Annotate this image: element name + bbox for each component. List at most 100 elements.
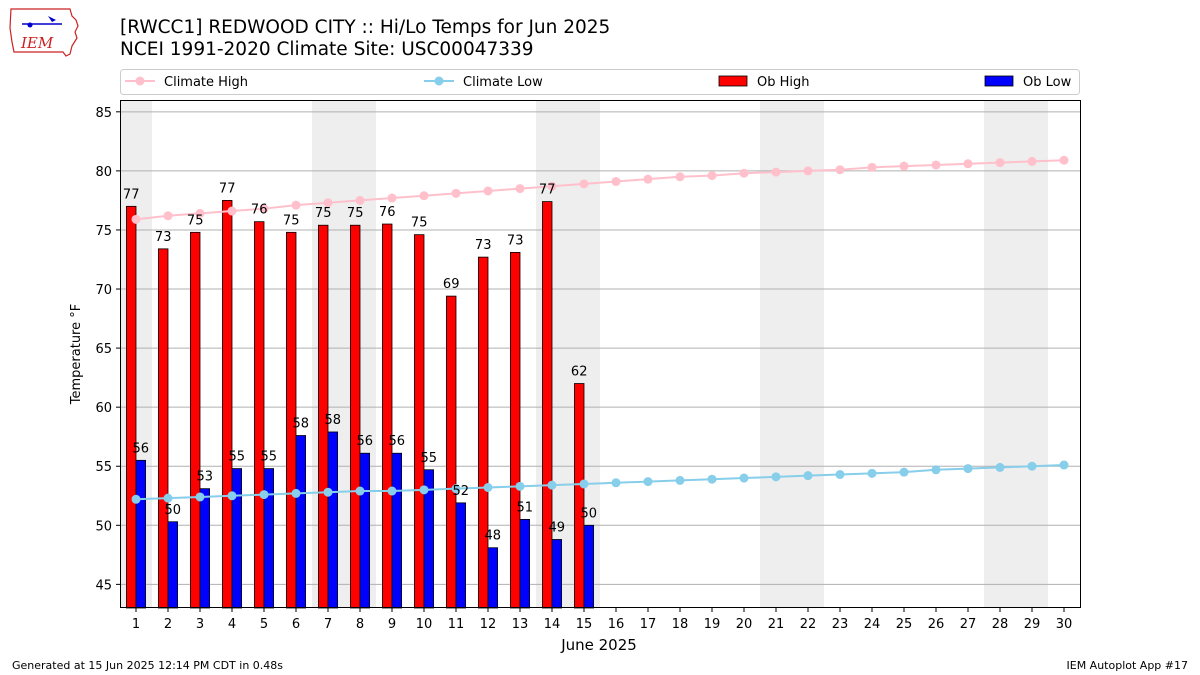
climate-high-point bbox=[515, 184, 525, 194]
climate-low-point bbox=[1027, 461, 1037, 471]
x-tick-label: 1 bbox=[132, 617, 140, 632]
ob-low-bar bbox=[327, 431, 339, 609]
ob-low-bar bbox=[231, 468, 242, 609]
x-tick-label: 24 bbox=[864, 617, 881, 632]
generated-note: Generated at 15 Jun 2025 12:14 PM CDT in… bbox=[12, 659, 284, 672]
legend-climate-low-label: Climate Low bbox=[463, 75, 543, 90]
app-note: IEM Autoplot App #17 bbox=[1066, 659, 1189, 672]
ob-high-label: 73 bbox=[155, 230, 172, 245]
x-tick-label: 27 bbox=[960, 617, 977, 632]
ob-low-bar bbox=[487, 547, 499, 609]
climate-high-point bbox=[131, 214, 141, 224]
ob-high-bar bbox=[542, 201, 553, 609]
climate-low-point bbox=[259, 490, 269, 500]
title-line-2: NCEI 1991-2020 Climate Site: USC00047339 bbox=[120, 39, 534, 60]
bars bbox=[126, 200, 595, 609]
x-tick-label: 5 bbox=[260, 617, 268, 632]
climate-high-point bbox=[355, 195, 365, 205]
legend-box bbox=[120, 69, 1080, 95]
legend-ob-high-swatch bbox=[718, 75, 748, 87]
ob-high-bar bbox=[477, 256, 489, 609]
ob-low-label: 58 bbox=[325, 413, 342, 428]
climate-high-point bbox=[611, 177, 621, 187]
ob-high-label: 73 bbox=[475, 238, 492, 253]
climate-low-point bbox=[355, 486, 365, 496]
ob-low-label: 58 bbox=[293, 417, 310, 432]
climate-high-point bbox=[899, 161, 909, 171]
ob-high-label: 77 bbox=[539, 183, 556, 198]
ob-high-bar bbox=[126, 205, 137, 609]
climate-low-point bbox=[291, 488, 301, 498]
ob-low-bar bbox=[135, 459, 146, 609]
climate-high-point bbox=[707, 171, 717, 181]
y-tick-label: 45 bbox=[95, 578, 112, 593]
climate-low-point bbox=[1059, 460, 1069, 470]
svg-text:IEM: IEM bbox=[20, 34, 54, 52]
climate-high-point bbox=[163, 211, 173, 221]
x-tick-label: 17 bbox=[640, 617, 657, 632]
ob-low-label: 56 bbox=[133, 441, 150, 456]
ob-low-label: 48 bbox=[485, 529, 502, 544]
x-tick-label: 8 bbox=[356, 617, 364, 632]
y-tick-label: 80 bbox=[95, 165, 112, 180]
x-tick-label: 30 bbox=[1056, 617, 1073, 632]
climate-high-point bbox=[419, 191, 429, 201]
climate-high-point bbox=[387, 193, 397, 203]
y-tick-label: 55 bbox=[95, 460, 112, 475]
ob-high-bar bbox=[221, 200, 233, 609]
ob-low-bar bbox=[455, 502, 467, 609]
climate-low-point bbox=[547, 480, 557, 490]
climate-high-point bbox=[451, 188, 461, 198]
climate-high-point bbox=[195, 208, 205, 218]
ob-low-label: 56 bbox=[357, 434, 374, 449]
ob-low-label: 53 bbox=[197, 470, 214, 485]
climate-high-point bbox=[995, 158, 1005, 168]
ob-high-label: 75 bbox=[315, 206, 332, 221]
ob-high-bar bbox=[253, 221, 265, 609]
climate-low-point bbox=[899, 467, 909, 477]
climate-low-line bbox=[135, 464, 1065, 501]
climate-high-point bbox=[483, 186, 493, 196]
y-tick-label: 85 bbox=[95, 106, 112, 121]
y-axis-label: Temperature °F bbox=[69, 304, 84, 405]
y-tick-label: 65 bbox=[95, 342, 112, 357]
legend-ob-low-swatch bbox=[984, 75, 1014, 87]
weekend-band bbox=[984, 100, 1048, 608]
ob-low-bar bbox=[519, 518, 531, 609]
x-tick-label: 11 bbox=[448, 617, 465, 632]
climate-low-point bbox=[963, 464, 973, 474]
ob-low-bar bbox=[167, 521, 178, 609]
x-tick-label: 15 bbox=[576, 617, 593, 632]
ob-low-label: 55 bbox=[421, 451, 438, 466]
ob-low-label: 56 bbox=[389, 434, 406, 449]
ob-high-label: 75 bbox=[411, 216, 428, 231]
ob-high-label: 75 bbox=[347, 206, 364, 221]
y-tick-label: 50 bbox=[95, 519, 112, 534]
x-tick-label: 18 bbox=[672, 617, 689, 632]
climate-low-point bbox=[995, 462, 1005, 472]
legend-ob-low-label: Ob Low bbox=[1023, 75, 1072, 90]
y-tick-label: 75 bbox=[95, 224, 112, 239]
ob-high-label: 76 bbox=[251, 203, 268, 218]
ob-low-bar bbox=[551, 539, 563, 609]
x-tick-label: 21 bbox=[768, 617, 785, 632]
x-tick-label: 13 bbox=[512, 617, 529, 632]
ob-high-bar bbox=[413, 234, 425, 609]
legend-ob-high-label: Ob High bbox=[757, 75, 810, 90]
y-tick-label: 60 bbox=[95, 401, 112, 416]
ob-high-bar bbox=[445, 295, 457, 609]
legend-climate-high-marker bbox=[135, 76, 145, 86]
climate-low-point bbox=[419, 485, 429, 495]
weekend-shading bbox=[120, 100, 1048, 608]
x-tick-label: 16 bbox=[608, 617, 625, 632]
legend: Climate High Climate Low Ob High Ob Low bbox=[120, 69, 1080, 95]
ob-high-label: 73 bbox=[507, 233, 524, 248]
climate-high-point bbox=[291, 200, 301, 210]
ob-low-label: 50 bbox=[581, 506, 598, 521]
chart-title: [RWCC1] REDWOOD CITY :: Hi/Lo Temps for … bbox=[120, 17, 610, 61]
climate-high-point bbox=[675, 172, 685, 182]
climate-high-line bbox=[135, 159, 1065, 221]
climate-low-point bbox=[739, 473, 749, 483]
x-tick-label: 9 bbox=[388, 617, 396, 632]
